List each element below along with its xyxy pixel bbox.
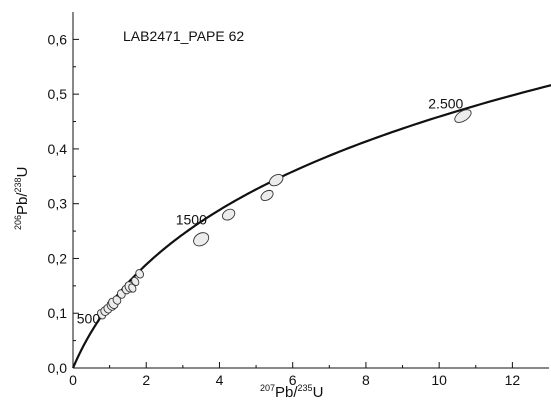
y-tick-label: 0,1	[48, 305, 68, 321]
data-ellipses	[97, 109, 472, 320]
x-tick-label: 0	[69, 372, 77, 388]
y-tick-label: 0,5	[48, 86, 68, 102]
x-axis-title: 207Pb/235U	[260, 383, 323, 401]
y-axis-ticks: 0,0 0,1 0,2 0,3 0,4 0,5 0,6	[48, 31, 79, 376]
y-tick-label: 0,6	[48, 31, 68, 47]
y-tick-label: 0,3	[48, 196, 68, 212]
y-tick-label: 0,0	[48, 360, 68, 376]
x-tick-label: 4	[216, 372, 224, 388]
x-tick-label: 6	[289, 372, 297, 388]
x-tick-label: 2	[142, 372, 150, 388]
x-axis-ticks: 0 2 4 6 8 10 12	[69, 362, 520, 388]
y-tick-label: 0,4	[48, 141, 68, 157]
concordia-age-label: 2.500	[428, 95, 463, 111]
concordia-age-label: 1500	[176, 212, 207, 228]
y-tick-label: 0,2	[48, 250, 68, 266]
concordia-age-labels: 500 1500 2.500	[77, 95, 464, 326]
x-tick-label: 12	[505, 372, 521, 388]
error-ellipse	[260, 189, 274, 202]
error-ellipse	[269, 173, 284, 187]
error-ellipse	[221, 208, 236, 221]
error-ellipse	[135, 269, 144, 279]
error-ellipse	[454, 109, 472, 123]
concordia-age-label: 500	[77, 311, 101, 327]
error-ellipse	[193, 232, 210, 247]
y-axis-title: 206Pb/238U	[13, 167, 31, 230]
error-ellipse	[131, 276, 140, 287]
x-tick-label: 10	[431, 372, 447, 388]
x-tick-label: 8	[362, 372, 370, 388]
chart-title: LAB2471_PAPE 62	[123, 28, 244, 44]
concordia-curve	[71, 84, 551, 369]
error-ellipse	[128, 283, 137, 293]
